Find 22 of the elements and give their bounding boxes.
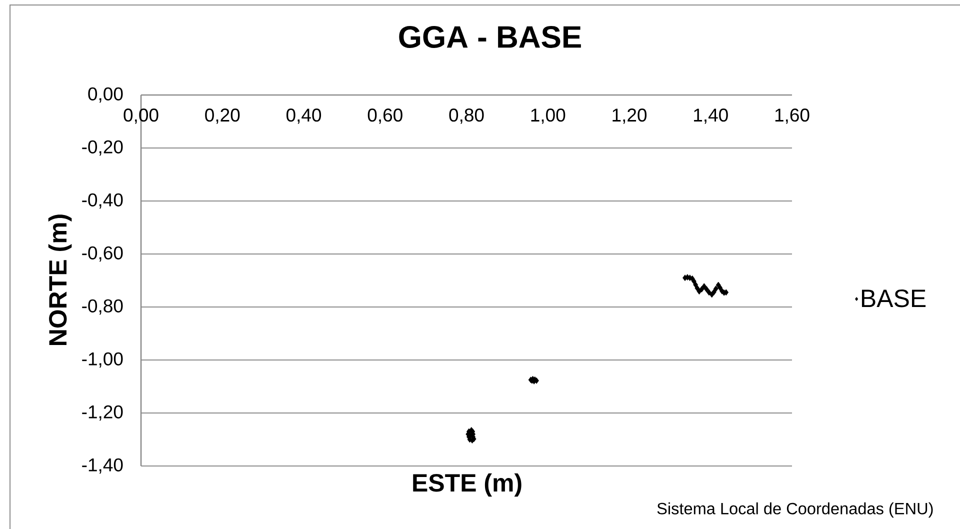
x-tick-label: 0,20 bbox=[205, 108, 240, 124]
x-tick-label: 1,20 bbox=[612, 108, 647, 124]
x-tick-label: 0,00 bbox=[124, 108, 158, 124]
x-tick-label: 1,40 bbox=[694, 108, 728, 124]
x-tick-label: 0,40 bbox=[286, 108, 322, 124]
chart-title: GGA - BASE bbox=[399, 26, 581, 48]
legend-label: BASE bbox=[862, 290, 926, 308]
x-tick-label: 0,80 bbox=[449, 108, 484, 124]
x-tick-label: 1,60 bbox=[775, 108, 810, 124]
y-tick-label: -1,20 bbox=[82, 405, 123, 421]
y-tick-label: -0,80 bbox=[82, 299, 123, 315]
y-tick-label: -0,60 bbox=[82, 246, 123, 262]
y-axis-title: NORTE (m) bbox=[48, 214, 72, 345]
y-tick-label: 0,00 bbox=[88, 87, 123, 103]
y-tick-label: -0,40 bbox=[82, 193, 123, 209]
x-tick-label: 1,00 bbox=[531, 108, 566, 124]
y-tick-label: -1,00 bbox=[82, 352, 123, 368]
y-tick-label: -1,40 bbox=[82, 458, 123, 474]
y-tick-label: -0,20 bbox=[82, 140, 123, 156]
x-tick-label: 0,60 bbox=[368, 108, 402, 124]
x-axis-title: ESTE (m) bbox=[413, 473, 522, 497]
text: Sistema Local de Coordenadas (ENU) bbox=[657, 502, 933, 518]
